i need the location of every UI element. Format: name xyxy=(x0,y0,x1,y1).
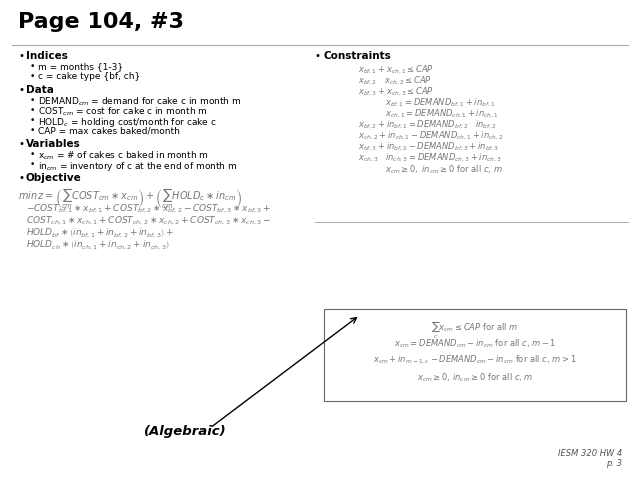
Text: $x_{ch,3} \quad in_{ch,3} = DEMAND_{ch,3} + in_{ch,3}$: $x_{ch,3} \quad in_{ch,3} = DEMAND_{ch,3… xyxy=(358,152,502,164)
Text: $\mathit{min\,z} = \left(\sum_{cm} COST_{cm} \ast x_{cm}\right) + \left(\sum_{cm: $\mathit{min\,z} = \left(\sum_{cm} COST_… xyxy=(18,187,243,211)
Text: $x_{bf,3} + in_{bf,2} - DEMAND_{bf,3} + in_{bf,3}$: $x_{bf,3} + in_{bf,2} - DEMAND_{bf,3} + … xyxy=(358,141,499,153)
Text: •: • xyxy=(30,72,35,81)
Text: Data: Data xyxy=(26,85,54,95)
Text: $x_{bf,3} + x_{ch,3} \leq CAP$: $x_{bf,3} + x_{ch,3} \leq CAP$ xyxy=(358,86,434,98)
Text: HOLD$_{c}$ = holding cost/month for cake c: HOLD$_{c}$ = holding cost/month for cake… xyxy=(38,116,216,129)
Text: $x_{cm} = DEMAND_{cm} - in_{cm}$ for all $c$, $m-1$: $x_{cm} = DEMAND_{cm} - in_{cm}$ for all… xyxy=(394,337,556,349)
Text: m = months {1-3}: m = months {1-3} xyxy=(38,62,123,71)
Text: •: • xyxy=(30,96,35,105)
Text: $x_{bf,2} \quad x_{ch,2} \leq CAP$: $x_{bf,2} \quad x_{ch,2} \leq CAP$ xyxy=(358,75,432,87)
Text: •: • xyxy=(18,173,24,183)
Text: $x_{cm} \geq 0,\; in_{cm} \geq 0$ for all $c$, $m$: $x_{cm} \geq 0,\; in_{cm} \geq 0$ for al… xyxy=(385,163,503,176)
Text: •: • xyxy=(30,116,35,125)
Text: $x_{bf,1} + x_{ch,1} \leq CAP$: $x_{bf,1} + x_{ch,1} \leq CAP$ xyxy=(358,64,434,76)
Text: •: • xyxy=(18,85,24,95)
Text: $x_{bf,1} = DEMAND_{bf,1} + in_{bf,1}$: $x_{bf,1} = DEMAND_{bf,1} + in_{bf,1}$ xyxy=(385,97,495,109)
Text: $x_{cm} \geq 0$, $in_{cm} \geq 0$ for all $c$, $m$: $x_{cm} \geq 0$, $in_{cm} \geq 0$ for al… xyxy=(417,371,533,384)
Text: •: • xyxy=(18,51,24,61)
Text: DEMAND$_{cm}$ = demand for cake c in month m: DEMAND$_{cm}$ = demand for cake c in mon… xyxy=(38,96,241,108)
Text: Variables: Variables xyxy=(26,139,81,149)
Text: •: • xyxy=(30,150,35,159)
Text: $x_{ch,2} + in_{ch,1} - DEMAND_{ch,1} + in_{ch,2}$: $x_{ch,2} + in_{ch,1} - DEMAND_{ch,1} + … xyxy=(358,130,504,142)
Text: $\sum_c x_{cm} \leq CAP$ for all $m$: $\sum_c x_{cm} \leq CAP$ for all $m$ xyxy=(431,320,519,341)
Text: x$_{cm}$ = # of cakes c baked in month m: x$_{cm}$ = # of cakes c baked in month m xyxy=(38,150,209,163)
Text: $x_{ch,1} = DEMAND_{ch,1} + in_{ch,1}$: $x_{ch,1} = DEMAND_{ch,1} + in_{ch,1}$ xyxy=(385,108,499,120)
Text: COST$_{cm}$ = cost for cake c in month m: COST$_{cm}$ = cost for cake c in month m xyxy=(38,106,207,119)
Text: Objective: Objective xyxy=(26,173,82,183)
Text: $x_{cm} + in_{m-1,c} - DEMAND_{cm} - in_{cm}$ for all $c$, $m>1$: $x_{cm} + in_{m-1,c} - DEMAND_{cm} - in_… xyxy=(373,354,577,366)
Text: $x_{bf,2} + in_{bf,1} = DEMAND_{bf,2} \quad in_{bf,2}$: $x_{bf,2} + in_{bf,1} = DEMAND_{bf,2} \q… xyxy=(358,119,497,131)
Text: $- COST_{bf,1} \ast x_{bf,1} + COST_{bf,2} \ast x_{bf,2} - COST_{bf,3} \ast x_{b: $- COST_{bf,1} \ast x_{bf,1} + COST_{bf,… xyxy=(26,203,271,215)
Text: in$_{cm}$ = inventory of c at the end of month m: in$_{cm}$ = inventory of c at the end of… xyxy=(38,160,237,173)
Text: c = cake type {bf, ch}: c = cake type {bf, ch} xyxy=(38,72,140,81)
Text: IESM 320 HW 4
p. 3: IESM 320 HW 4 p. 3 xyxy=(557,449,622,468)
Text: Constraints: Constraints xyxy=(323,51,391,61)
Text: Page 104, #3: Page 104, #3 xyxy=(18,12,184,32)
FancyBboxPatch shape xyxy=(324,309,626,401)
Text: •: • xyxy=(30,106,35,115)
Text: •: • xyxy=(18,139,24,149)
Text: •: • xyxy=(30,126,35,135)
Text: $COST_{ch,1} \ast x_{ch,1} + COST_{ch,2} \ast x_{ch,2} + COST_{ch,3} \ast x_{ch,: $COST_{ch,1} \ast x_{ch,1} + COST_{ch,2}… xyxy=(26,215,271,227)
Text: •: • xyxy=(30,62,35,71)
Text: $HOLD_{ch} \ast \left(in_{ch,1} + in_{ch,2} + in_{ch,3}\right)$: $HOLD_{ch} \ast \left(in_{ch,1} + in_{ch… xyxy=(26,239,170,252)
Text: Indices: Indices xyxy=(26,51,68,61)
Text: CAP = max cakes baked/month: CAP = max cakes baked/month xyxy=(38,126,180,135)
Text: •: • xyxy=(30,160,35,169)
Text: (Algebraic): (Algebraic) xyxy=(144,425,227,438)
Text: •: • xyxy=(315,51,321,61)
Text: $HOLD_{bf} \ast \left(in_{bf,1} + in_{bf,2} + in_{bf,3}\right) +$: $HOLD_{bf} \ast \left(in_{bf,1} + in_{bf… xyxy=(26,227,174,240)
